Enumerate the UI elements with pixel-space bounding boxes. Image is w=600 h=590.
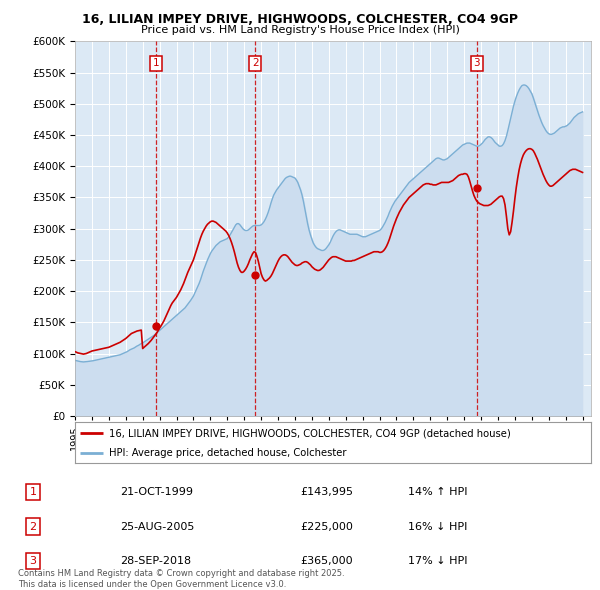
Text: 14% ↑ HPI: 14% ↑ HPI	[408, 487, 467, 497]
Text: Price paid vs. HM Land Registry's House Price Index (HPI): Price paid vs. HM Land Registry's House …	[140, 25, 460, 35]
Text: 1: 1	[29, 487, 37, 497]
Text: 2: 2	[29, 522, 37, 532]
Text: 3: 3	[29, 556, 37, 566]
Text: £225,000: £225,000	[300, 522, 353, 532]
Text: HPI: Average price, detached house, Colchester: HPI: Average price, detached house, Colc…	[109, 448, 346, 458]
Text: 16, LILIAN IMPEY DRIVE, HIGHWOODS, COLCHESTER, CO4 9GP (detached house): 16, LILIAN IMPEY DRIVE, HIGHWOODS, COLCH…	[109, 428, 510, 438]
Text: 17% ↓ HPI: 17% ↓ HPI	[408, 556, 467, 566]
Text: £143,995: £143,995	[300, 487, 353, 497]
Text: Contains HM Land Registry data © Crown copyright and database right 2025.
This d: Contains HM Land Registry data © Crown c…	[18, 569, 344, 589]
Text: 2: 2	[252, 58, 259, 68]
Text: 1: 1	[153, 58, 160, 68]
Text: 16% ↓ HPI: 16% ↓ HPI	[408, 522, 467, 532]
Text: 25-AUG-2005: 25-AUG-2005	[120, 522, 194, 532]
Text: £365,000: £365,000	[300, 556, 353, 566]
Text: 16, LILIAN IMPEY DRIVE, HIGHWOODS, COLCHESTER, CO4 9GP: 16, LILIAN IMPEY DRIVE, HIGHWOODS, COLCH…	[82, 13, 518, 26]
Text: 28-SEP-2018: 28-SEP-2018	[120, 556, 191, 566]
Text: 21-OCT-1999: 21-OCT-1999	[120, 487, 193, 497]
Text: 3: 3	[473, 58, 480, 68]
